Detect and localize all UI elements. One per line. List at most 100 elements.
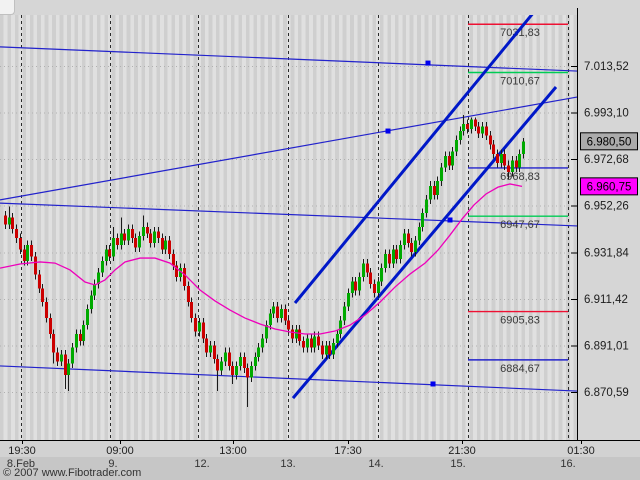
candle: [429, 185, 432, 200]
candle: [213, 345, 216, 360]
candle: [500, 153, 503, 163]
candle: [93, 283, 96, 296]
candle: [67, 363, 70, 376]
time-axis-strip: [0, 441, 640, 457]
candle: [108, 249, 111, 257]
candle: [358, 277, 361, 291]
candle: [317, 336, 320, 346]
price-badge-last-price: [580, 132, 638, 151]
candle: [161, 238, 164, 250]
trendline-handle[interactable]: [430, 381, 436, 387]
candle: [26, 245, 29, 262]
candle: [388, 254, 391, 264]
candle: [466, 124, 469, 129]
candle: [224, 352, 227, 362]
candle: [477, 126, 480, 134]
candle: [347, 292, 350, 307]
candle: [49, 318, 52, 335]
candle: [362, 263, 365, 278]
candle: [153, 231, 156, 243]
trendline-channel-top[interactable]: [0, 46, 578, 72]
candle: [302, 340, 305, 348]
candle: [470, 119, 473, 129]
candle: [414, 240, 417, 252]
candle: [295, 329, 298, 339]
candle: [183, 267, 186, 287]
candle: [52, 334, 55, 353]
candle: [265, 324, 268, 339]
candle: [216, 359, 219, 371]
date-label: 14.: [368, 458, 383, 470]
candle: [90, 295, 93, 309]
date-label: 8.Feb: [7, 458, 35, 470]
candle: [522, 141, 525, 154]
candle: [239, 356, 242, 366]
trendline-handle[interactable]: [425, 60, 431, 66]
candle: [306, 338, 309, 348]
time-tick-label: 01:30: [567, 445, 595, 457]
level-line-label: 7010,67: [500, 75, 540, 87]
moving-average-line: [0, 183, 523, 335]
candle: [123, 233, 126, 241]
date-label: 13.: [280, 458, 295, 470]
candle: [190, 302, 193, 319]
time-tick-label: 09:00: [106, 445, 134, 457]
top-left-box: [0, 0, 15, 15]
candle: [30, 245, 33, 257]
trendline-fan-upper[interactable]: [0, 96, 578, 201]
trendline-uptrend-left[interactable]: [293, 12, 534, 304]
candle: [254, 356, 257, 366]
candle: [507, 165, 510, 173]
candle: [56, 352, 59, 362]
price-tick-label: 6.993,10: [584, 108, 629, 120]
candle: [15, 229, 18, 239]
candle: [41, 288, 44, 303]
candle: [354, 281, 357, 291]
candle: [198, 322, 201, 332]
candle: [175, 265, 178, 278]
candle: [34, 256, 37, 275]
price-badge-label: 6.960,75: [587, 181, 632, 193]
candle: [433, 185, 436, 195]
trendline-handle[interactable]: [447, 217, 453, 223]
price-tick-label: 7.013,52: [584, 61, 629, 73]
candle: [425, 199, 428, 214]
candle: [120, 233, 123, 246]
candle: [410, 242, 413, 252]
candle: [407, 233, 410, 243]
candle: [280, 308, 283, 319]
candle: [399, 245, 402, 259]
candle: [149, 233, 152, 243]
candle: [138, 235, 141, 248]
price-tick-label: 6.952,26: [584, 201, 629, 213]
price-badge-ma-value: [580, 177, 638, 196]
candle: [172, 254, 175, 266]
candle: [220, 361, 223, 371]
level-line-label: 7031,83: [500, 27, 540, 39]
price-badge-label: 6.980,50: [587, 136, 632, 148]
trendline-uptrend-right[interactable]: [291, 86, 558, 400]
price-tick-label: 6.911,42: [584, 294, 628, 306]
trendline-channel-bottom[interactable]: [0, 365, 578, 392]
candle: [82, 324, 85, 341]
candle: [321, 345, 324, 355]
candle: [19, 238, 22, 250]
trendline-handle[interactable]: [385, 128, 391, 134]
time-tick-label: 21:30: [448, 445, 476, 457]
candle: [261, 338, 264, 348]
trendline-fan-lower[interactable]: [0, 202, 578, 227]
candle: [492, 144, 495, 154]
candle: [284, 308, 287, 321]
candle: [418, 226, 421, 241]
candle: [127, 229, 130, 241]
price-tick-label: 6.972,68: [584, 154, 629, 166]
candle: [146, 226, 149, 234]
candle: [392, 249, 395, 264]
candle: [298, 329, 301, 341]
candle: [134, 238, 137, 248]
candle: [395, 249, 398, 259]
candle: [64, 354, 67, 376]
level-line-label: 6905,83: [500, 315, 540, 327]
candle: [4, 215, 7, 225]
